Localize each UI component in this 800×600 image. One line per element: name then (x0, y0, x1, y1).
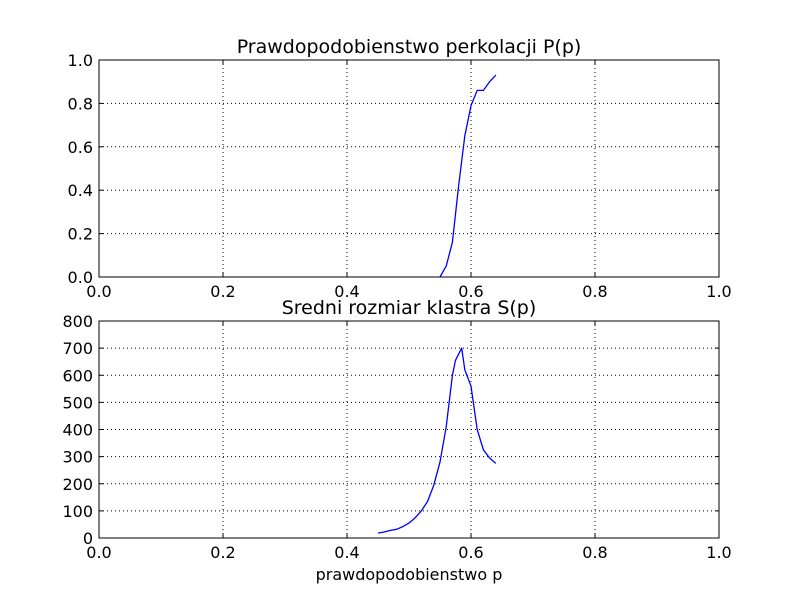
x-tick-label: 0.8 (582, 282, 607, 301)
y-tick-label: 300 (62, 448, 93, 467)
x-tick-label: 0.4 (334, 543, 359, 562)
chart-mean-cluster-size: 0.0 0.2 0.4 0.6 0.8 1.0 0 100 200 300 400 500 600 700… (62, 297, 731, 584)
series-line (377, 347, 497, 534)
y-tick-label: 0.0 (68, 268, 93, 287)
y-tick-label: 0.8 (68, 94, 93, 113)
y-tick-label: 400 (62, 421, 93, 440)
x-tick-label: 0.0 (86, 282, 111, 301)
axes-frame (98, 59, 720, 278)
x-axis-label: prawdopodobienstwo p (316, 565, 503, 584)
x-tick-label: 0.6 (458, 282, 483, 301)
y-tick-label: 0.6 (68, 138, 93, 157)
y-tick-label: 1.0 (68, 51, 93, 70)
x-tick-label: 0.2 (210, 282, 235, 301)
plot-area (99, 60, 719, 277)
y-tick-label: 0.4 (68, 181, 93, 200)
x-tick-label: 0.6 (458, 543, 483, 562)
chart-title: Prawdopodobienstwo perkolacji P(p) (237, 36, 582, 58)
axes-frame (98, 320, 720, 539)
y-tick-label: 800 (62, 312, 93, 331)
y-tick-label: 0.2 (68, 225, 93, 244)
x-tick-label: 0.2 (210, 543, 235, 562)
x-tick-label: 1.0 (706, 282, 731, 301)
y-tick-label: 200 (62, 475, 93, 494)
chart-percolation-probability: 0.0 0.2 0.4 0.6 0.8 1.0 0.0 0.2 0.4 0.6 0.8 1.0 Praw… (68, 36, 732, 301)
y-tick-label: 500 (62, 393, 93, 412)
y-tick-label: 100 (62, 502, 93, 521)
y-tick-label: 700 (62, 339, 93, 358)
series-line (439, 74, 497, 278)
x-tick-label: 0.8 (582, 543, 607, 562)
x-tick-label: 1.0 (706, 543, 731, 562)
x-tick-label: 0.4 (334, 282, 359, 301)
x-tick-label: 0.0 (86, 543, 111, 562)
y-tick-label: 600 (62, 366, 93, 385)
y-tick-label: 0 (83, 529, 93, 548)
chart-title: Sredni rozmiar klastra S(p) (282, 297, 537, 319)
